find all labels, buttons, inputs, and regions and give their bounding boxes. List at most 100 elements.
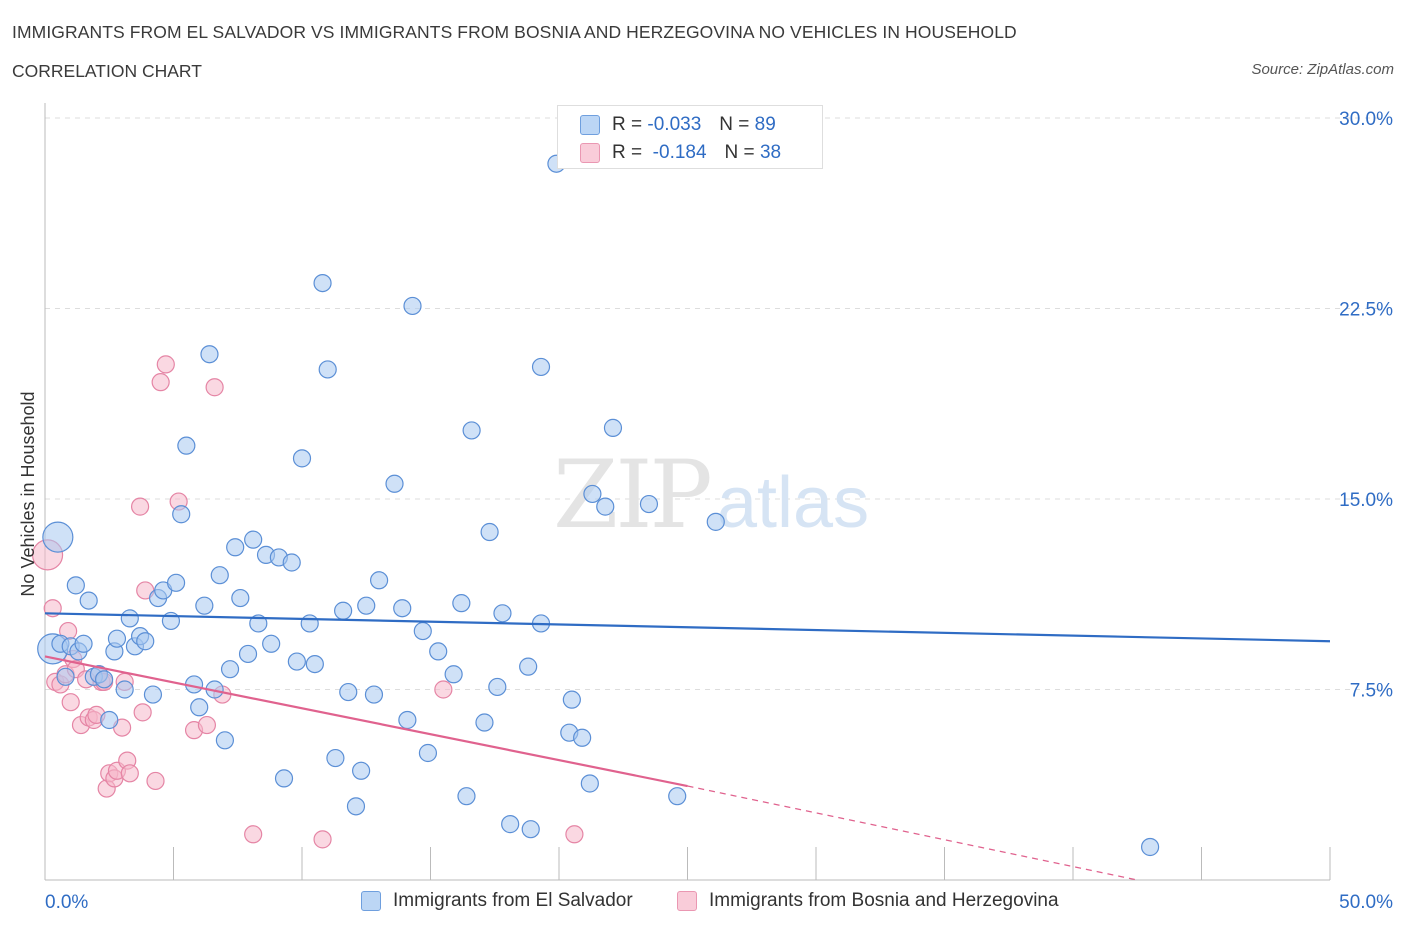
y-axis-label: No Vehicles in Household <box>18 391 38 596</box>
trend-lines <box>44 612 1331 881</box>
point-el-salvador <box>107 629 127 648</box>
legend-n-value: 89 <box>754 114 776 135</box>
legend-swatch-el-salvador <box>580 115 600 135</box>
point-bosnia <box>205 378 224 397</box>
legend-item-bosnia: Immigrants from Bosnia and Herzegovina <box>677 890 1059 912</box>
point-el-salvador <box>200 345 219 364</box>
legend-swatch-bosnia <box>580 143 600 163</box>
legend-swatch-el-salvador <box>361 891 381 911</box>
stats-legend: R = -0.033 N = 89 R = -0.184 N = 38 <box>557 105 823 169</box>
legend-r-label: R = <box>612 142 643 163</box>
point-el-salvador <box>352 761 371 780</box>
point-el-salvador <box>42 521 74 553</box>
point-el-salvador <box>172 505 191 524</box>
point-el-salvador <box>339 682 358 702</box>
x-tick-label: 0.0% <box>45 892 88 913</box>
x-tick-labels: 0.0% 50.0% <box>45 892 1393 913</box>
y-tick-label: 7.5% <box>1350 681 1393 702</box>
point-el-salvador <box>357 596 376 615</box>
point-el-salvador <box>120 609 139 628</box>
point-el-salvador <box>370 571 389 590</box>
point-bosnia <box>130 497 150 516</box>
point-bosnia <box>244 825 263 844</box>
legend-label-bosnia: Immigrants from Bosnia and Herzegovina <box>709 890 1059 911</box>
point-el-salvador <box>364 685 384 704</box>
point-bosnia <box>434 680 453 699</box>
point-el-salvador <box>596 497 615 516</box>
point-el-salvador <box>562 690 581 709</box>
point-bosnia <box>156 355 175 374</box>
legend-item-el-salvador: Immigrants from El Salvador <box>361 890 633 912</box>
point-el-salvador <box>501 815 520 834</box>
point-el-salvador <box>573 728 592 747</box>
legend-n-value: 38 <box>759 142 782 163</box>
point-el-salvador <box>305 654 324 674</box>
point-el-salvador <box>334 601 353 620</box>
point-el-salvador <box>56 667 75 686</box>
point-el-salvador <box>300 614 319 633</box>
point-el-salvador <box>177 436 196 455</box>
point-el-salvador <box>166 573 186 592</box>
watermark: ZIP atlas <box>553 441 869 550</box>
point-el-salvador <box>480 522 499 542</box>
trend-line-bosnia-extension <box>687 785 1138 881</box>
point-el-salvador <box>346 797 366 816</box>
point-el-salvador <box>488 677 507 697</box>
point-el-salvador <box>519 657 538 676</box>
point-bosnia <box>197 715 217 735</box>
point-el-salvador <box>274 769 294 788</box>
point-el-salvador <box>668 787 687 806</box>
point-bosnia <box>146 771 165 791</box>
point-el-salvador <box>493 604 512 623</box>
point-el-salvador <box>457 787 476 806</box>
point-el-salvador <box>66 576 85 595</box>
point-el-salvador <box>385 474 404 493</box>
point-bosnia <box>151 373 170 392</box>
point-el-salvador <box>74 634 93 653</box>
point-bosnia <box>313 830 332 849</box>
point-el-salvador <box>706 512 725 531</box>
point-el-salvador <box>531 357 551 377</box>
y-tick-label: 30.0% <box>1339 109 1393 130</box>
point-el-salvador <box>462 421 481 440</box>
point-el-salvador <box>238 644 258 664</box>
watermark-zip: ZIP <box>553 441 710 550</box>
point-el-salvador <box>429 642 448 661</box>
point-el-salvador <box>220 660 240 679</box>
legend-label-el-salvador: Immigrants from El Salvador <box>393 890 633 911</box>
point-bosnia <box>61 693 80 712</box>
legend-r-value: -0.184 <box>652 142 707 163</box>
x-tick-label: 50.0% <box>1339 892 1393 913</box>
point-el-salvador <box>452 594 471 613</box>
chart-subtitle: CORRELATION CHART <box>12 61 202 81</box>
point-el-salvador <box>326 748 345 768</box>
legend-row-bosnia: R = -0.184 N = 38 <box>580 141 781 165</box>
trend-line-bosnia <box>44 655 688 788</box>
point-el-salvador <box>244 530 263 549</box>
source-label: Source: ZipAtlas.com <box>1251 61 1394 78</box>
trend-line-el-salvador <box>44 612 1331 643</box>
point-el-salvador <box>318 360 337 379</box>
point-el-salvador <box>190 698 209 717</box>
point-el-salvador <box>313 274 332 293</box>
point-el-salvador <box>210 566 229 585</box>
point-el-salvador <box>282 553 301 572</box>
axes <box>44 103 1331 881</box>
point-bosnia <box>565 825 584 844</box>
point-el-salvador <box>1140 837 1160 857</box>
y-tick-label: 22.5% <box>1339 300 1393 321</box>
watermark-atlas: atlas <box>717 463 869 543</box>
point-el-salvador <box>403 296 422 316</box>
legend-n-label: N = <box>724 142 755 163</box>
series-el-salvador-points <box>37 154 1160 857</box>
point-el-salvador <box>195 596 214 615</box>
point-el-salvador <box>413 621 432 641</box>
point-el-salvador <box>639 494 659 514</box>
point-el-salvador <box>262 634 281 653</box>
point-el-salvador <box>583 484 602 504</box>
point-el-salvador <box>95 670 114 689</box>
point-el-salvador <box>292 449 312 468</box>
y-tick-labels: 7.5% 15.0% 22.5% 30.0% <box>1339 109 1393 702</box>
series-legend: Immigrants from El Salvador Immigrants f… <box>0 890 1406 916</box>
